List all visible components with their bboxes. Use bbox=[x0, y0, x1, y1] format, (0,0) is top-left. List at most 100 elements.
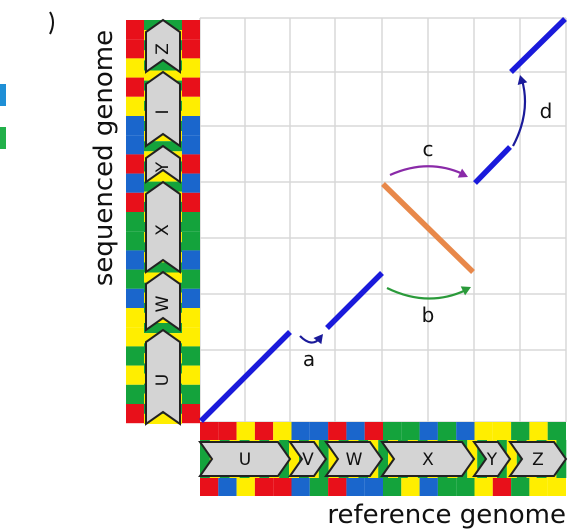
base-cell bbox=[289, 440, 299, 478]
edge-fragment-bracket bbox=[49, 11, 54, 35]
edge-fragment-blue bbox=[0, 84, 6, 106]
event-arrowhead-b bbox=[460, 286, 471, 296]
event-arrowhead-a bbox=[313, 334, 323, 345]
base-cell bbox=[506, 440, 517, 478]
reference-gene-label: Z bbox=[532, 450, 544, 470]
base-cell bbox=[126, 39, 144, 59]
base-cell bbox=[182, 154, 200, 174]
base-cell bbox=[182, 365, 200, 385]
base-cell bbox=[383, 478, 402, 496]
base-cell bbox=[126, 77, 144, 97]
base-cell bbox=[144, 323, 182, 334]
base-cell bbox=[144, 131, 182, 142]
base-cell bbox=[126, 404, 144, 424]
base-cell bbox=[309, 478, 329, 496]
sequenced-gene-arrow bbox=[145, 144, 181, 184]
base-cell bbox=[182, 384, 200, 404]
reference-gene-label: V bbox=[302, 450, 314, 470]
base-cell bbox=[126, 346, 144, 366]
event-arc-c bbox=[389, 165, 464, 177]
sequenced-gene-label: W bbox=[153, 295, 173, 312]
base-cell bbox=[126, 58, 144, 78]
alignment-segment-y bbox=[473, 145, 512, 185]
base-cell bbox=[218, 478, 237, 496]
event-arc-d bbox=[512, 79, 527, 147]
base-cell bbox=[144, 262, 182, 273]
event-arc-b bbox=[386, 287, 467, 300]
sequenced-gene-label: I bbox=[153, 109, 173, 114]
base-cell bbox=[182, 231, 200, 251]
reference-gene-arrow bbox=[198, 441, 292, 477]
reference-gene-arrow bbox=[324, 441, 384, 477]
base-cell bbox=[511, 478, 530, 496]
sequenced-gene-arrow bbox=[145, 180, 181, 274]
base-cell bbox=[273, 478, 292, 496]
base-cell bbox=[477, 440, 488, 478]
rearrangement-arcs bbox=[299, 75, 528, 345]
base-cell bbox=[182, 269, 200, 289]
base-cell bbox=[144, 171, 182, 182]
base-cell bbox=[309, 422, 329, 440]
alignment-segment-z bbox=[509, 17, 567, 74]
sequenced-gene-label: X bbox=[153, 224, 173, 236]
base-cell bbox=[144, 413, 182, 424]
reference-genome-genes: U V W X Y Z bbox=[198, 441, 568, 477]
base-cell bbox=[529, 422, 548, 440]
base-cell bbox=[182, 96, 200, 116]
base-cell bbox=[346, 478, 365, 496]
base-cell bbox=[273, 422, 292, 440]
base-cell bbox=[401, 422, 420, 440]
reference-gene-arrow bbox=[288, 441, 328, 477]
event-arrowhead-c bbox=[457, 168, 468, 178]
base-cell bbox=[364, 422, 383, 440]
base-cell bbox=[182, 135, 200, 155]
base-cell bbox=[419, 478, 438, 496]
base-cell bbox=[126, 308, 144, 328]
base-cell bbox=[126, 384, 144, 404]
base-cell bbox=[200, 440, 210, 478]
base-cell bbox=[182, 212, 200, 232]
base-cell bbox=[182, 116, 200, 136]
base-cell bbox=[182, 192, 200, 212]
reference-gene-label: U bbox=[239, 450, 251, 470]
base-cell bbox=[328, 422, 347, 440]
base-cell bbox=[182, 327, 200, 347]
base-cell bbox=[236, 478, 255, 496]
base-cell bbox=[126, 20, 144, 40]
base-cell bbox=[182, 288, 200, 308]
base-cell bbox=[456, 478, 475, 496]
y-axis-label: sequenced genome bbox=[89, 30, 119, 286]
base-cell bbox=[144, 60, 182, 71]
sequenced-gene-label: U bbox=[153, 374, 173, 386]
base-cell bbox=[126, 154, 144, 174]
base-cell bbox=[126, 173, 144, 193]
base-cell bbox=[364, 478, 383, 496]
base-cell bbox=[419, 422, 438, 440]
base-cell bbox=[126, 135, 144, 155]
base-cell bbox=[401, 478, 420, 496]
base-cell bbox=[182, 404, 200, 424]
edge-fragment-green bbox=[0, 127, 6, 149]
sequenced-gene-arrow bbox=[145, 70, 181, 148]
base-cell bbox=[474, 478, 493, 496]
event-label-b: b bbox=[422, 303, 435, 327]
base-cell bbox=[474, 422, 493, 440]
base-cell bbox=[126, 288, 144, 308]
base-cell bbox=[254, 478, 274, 496]
base-cell bbox=[529, 478, 548, 496]
reference-gene-label: Y bbox=[486, 450, 498, 470]
alignment-segment-x-inverted bbox=[381, 182, 475, 274]
x-axis-label: reference genome bbox=[327, 500, 566, 529]
sequenced-gene-arrow bbox=[145, 270, 181, 332]
alignment-segment-u bbox=[199, 330, 292, 423]
base-cell bbox=[182, 250, 200, 270]
base-cell bbox=[456, 422, 475, 440]
base-cell bbox=[182, 39, 200, 59]
base-cell bbox=[126, 250, 144, 270]
base-cell bbox=[437, 422, 457, 440]
base-cell bbox=[218, 422, 237, 440]
base-cell bbox=[328, 478, 347, 496]
base-cell bbox=[126, 231, 144, 251]
base-cell bbox=[383, 422, 402, 440]
